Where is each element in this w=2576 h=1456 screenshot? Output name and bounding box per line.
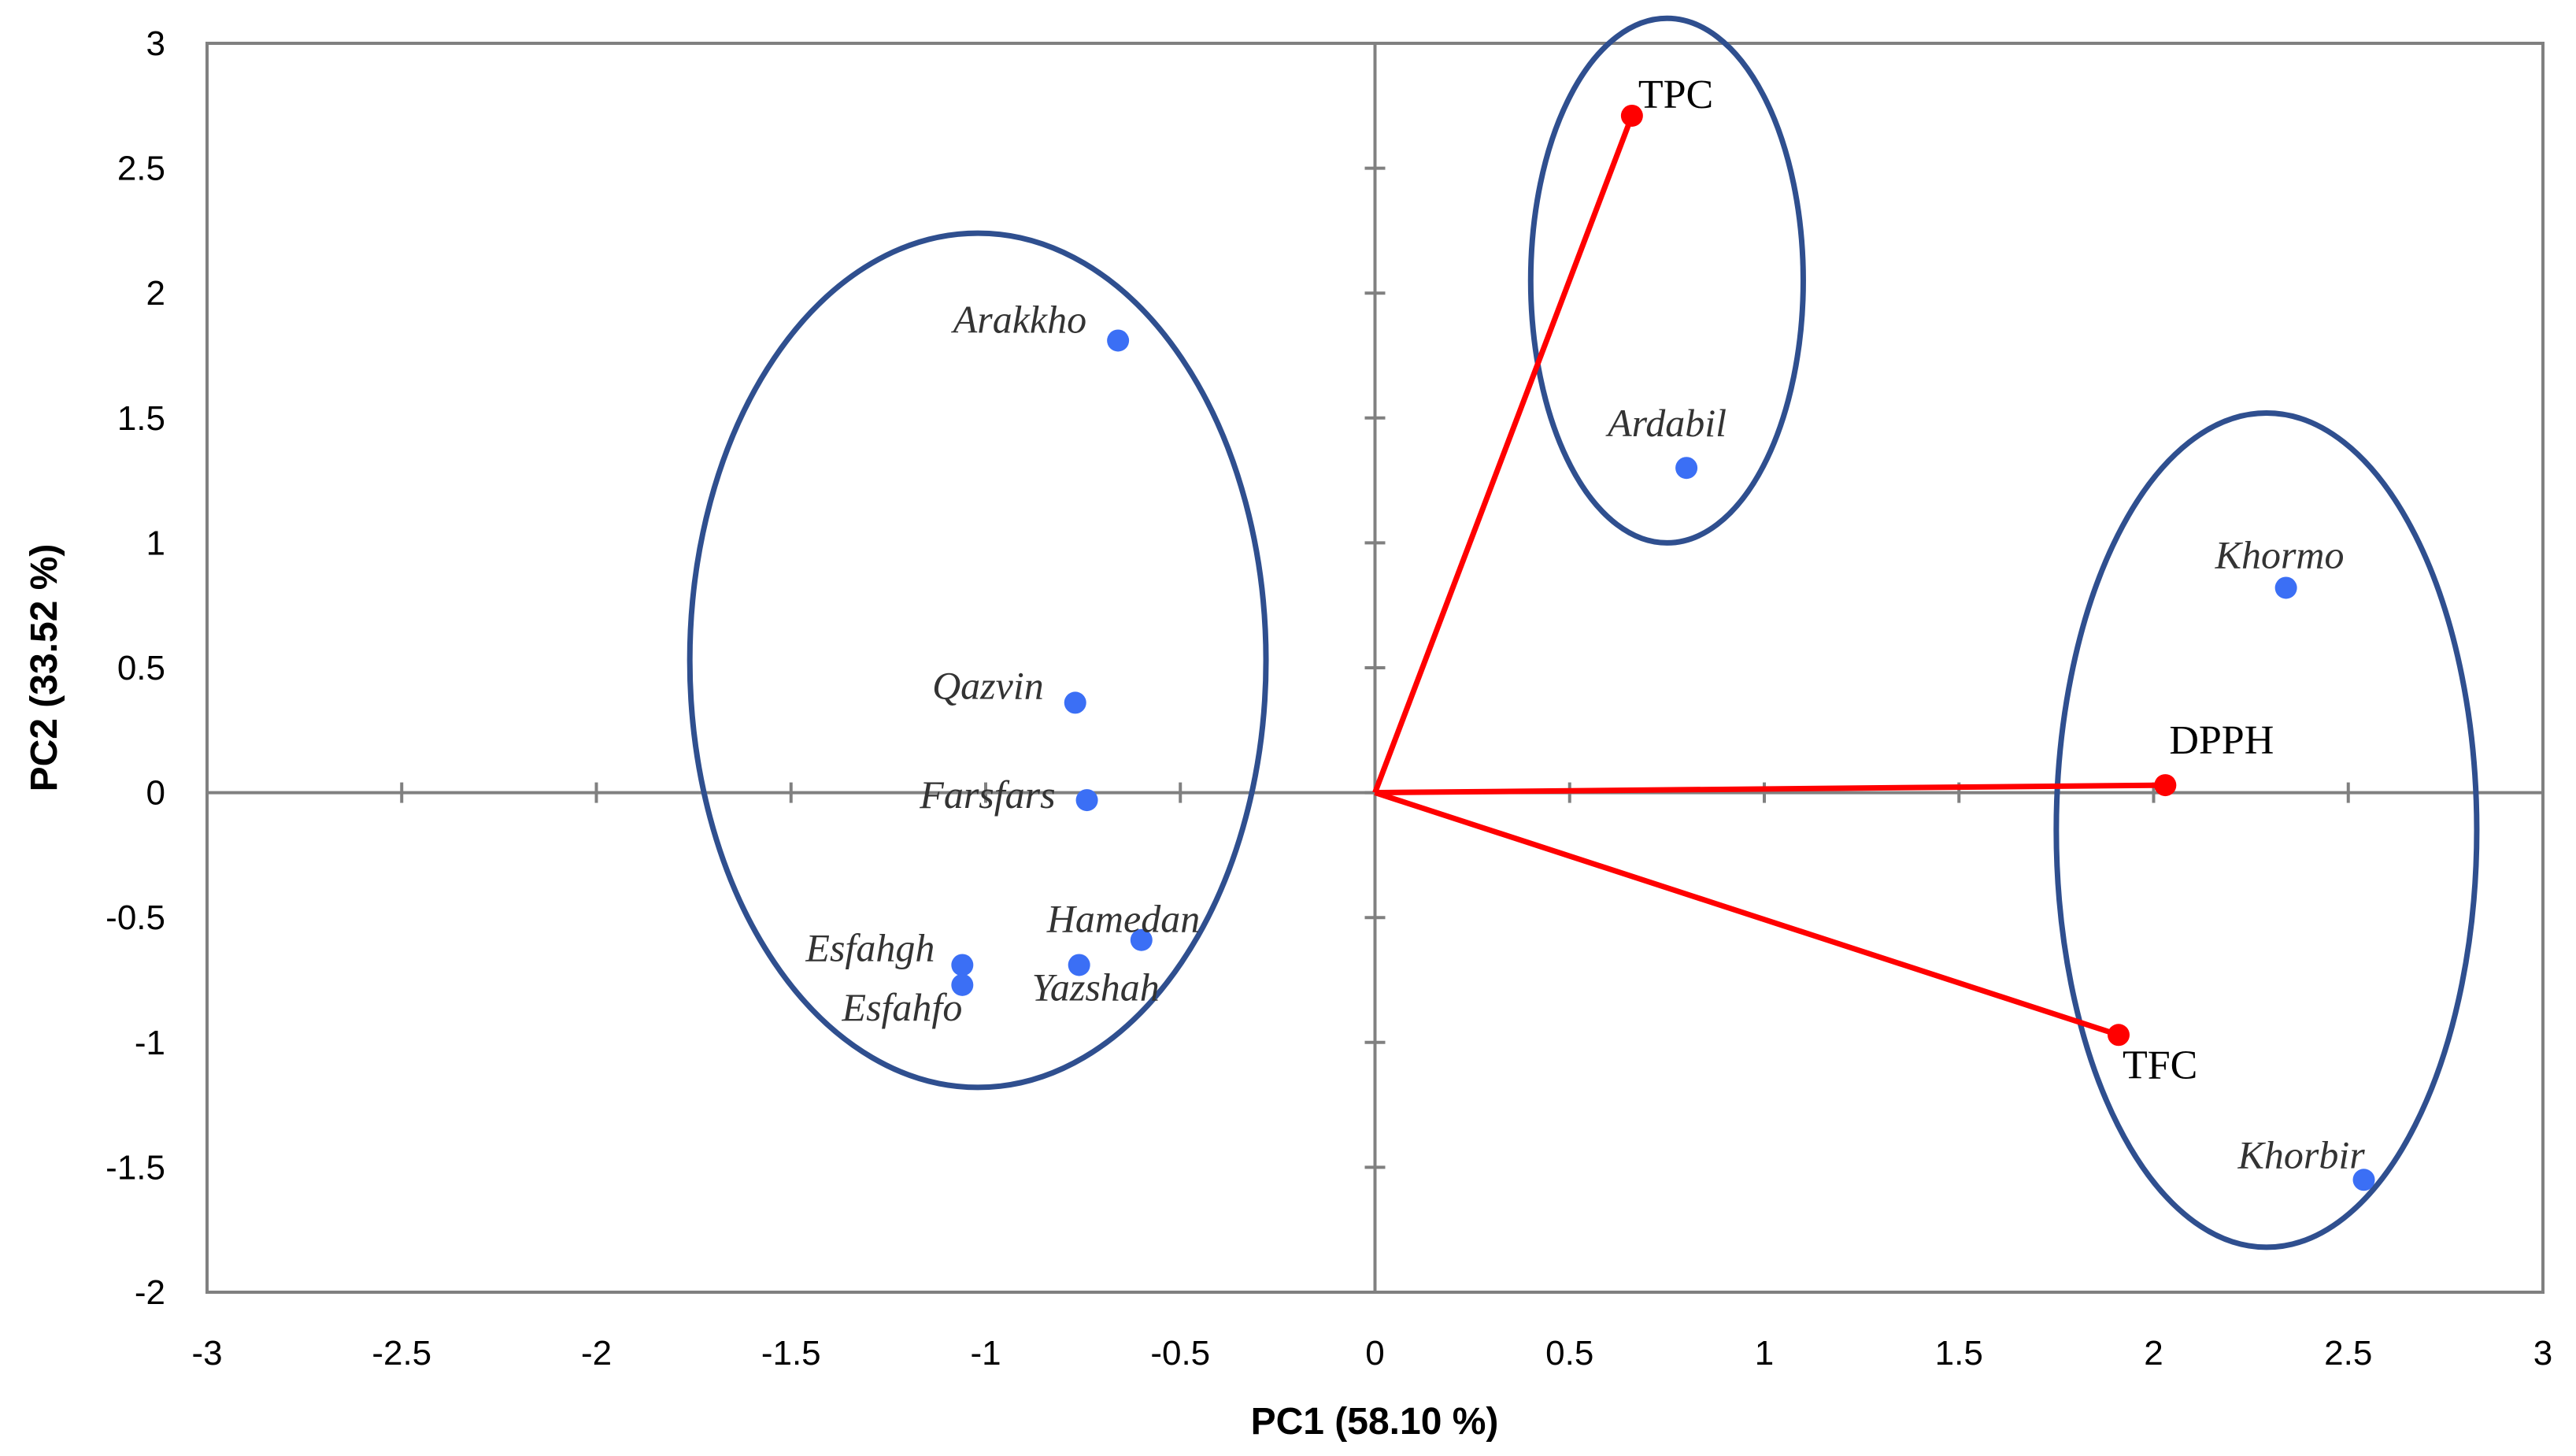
x-tick-label: 2.5 [2324, 1334, 2372, 1373]
sample-points [951, 329, 2375, 1191]
sample-label-yazshah: Yazshah [1032, 965, 1160, 1009]
vector-tfc [1374, 790, 2120, 1038]
sample-point-arakkho [1107, 329, 1130, 352]
sample-label-khorbir: Khorbir [2237, 1132, 2366, 1176]
x-tick-label: -2 [581, 1334, 612, 1373]
sample-point-khormo [2274, 576, 2297, 599]
sample-label-farsfars: Farsfars [919, 772, 1055, 817]
y-tick-label: 2.5 [117, 150, 165, 188]
y-tick-label: -0.5 [105, 898, 165, 937]
variable-label-tpc: TPC [1638, 72, 1713, 117]
sample-point-khorbir [2352, 1169, 2375, 1191]
x-tick-label: -3 [191, 1334, 222, 1373]
y-tick-label: 0 [146, 774, 165, 813]
x-tick-label: -1.5 [761, 1334, 821, 1373]
sample-label-qazvin: Qazvin [932, 663, 1044, 707]
point-labels: Arakkho Qazvin Farsfars Hamedan Yazshah Esfah… [805, 72, 2365, 1176]
variable-label-tfc: TFC [2123, 1043, 2197, 1087]
sample-point-ardabil [1675, 457, 1698, 480]
y-tick-label: 1 [146, 524, 165, 562]
sample-label-hamedan: Hamedan [1046, 897, 1200, 941]
loading-vectors [1372, 104, 2177, 1047]
group-ellipses [687, 15, 2480, 1250]
sample-point-farsfars [1075, 789, 1098, 812]
group-ellipse [687, 230, 1269, 1091]
sample-point-qazvin [1064, 691, 1086, 714]
y-tick-label: -2 [135, 1273, 165, 1312]
y-tick-label: 3 [146, 24, 165, 63]
variable-label-dpph: DPPH [2169, 718, 2274, 763]
vector-endpoint-tpc [1620, 104, 1643, 127]
y-tick-label: -1.5 [105, 1148, 165, 1187]
axes-layer: -3 -2.5 -2 -1.5 -1 -0.5 0 0.5 1 1.5 2 2.5 3 -2 -1.5 -1 -… [105, 24, 2552, 1373]
group-ellipse [2053, 409, 2480, 1250]
x-tick-label: 2 [2144, 1334, 2163, 1373]
vector-tpc [1372, 114, 1635, 794]
x-tick-label: -0.5 [1150, 1334, 1210, 1373]
x-axis-title: PC1 (58.10 %) [1251, 1401, 1499, 1443]
sample-point-yazshah [1068, 954, 1090, 976]
sample-point-esfahgh [951, 954, 974, 976]
x-tick-label: 1 [1755, 1334, 1774, 1373]
x-tick-label: -1 [970, 1334, 1001, 1373]
x-tick-label: 0 [1365, 1334, 1384, 1373]
sample-point-esfahfo [951, 973, 974, 996]
vector-endpoint-tfc [2107, 1024, 2130, 1047]
sample-label-arakkho: Arakkho [951, 297, 1086, 341]
y-tick-label: 1.5 [117, 399, 165, 438]
vector-endpoint-dpph [2154, 774, 2177, 797]
sample-point-hamedan [1130, 928, 1153, 951]
x-tick-label: 0.5 [1545, 1334, 1593, 1373]
vector-dpph [1375, 782, 2166, 796]
sample-label-ardabil: Ardabil [1605, 401, 1727, 445]
group-ellipse [1527, 15, 1806, 546]
y-tick-label: -1 [135, 1024, 165, 1062]
x-tick-label: -2.5 [372, 1334, 431, 1373]
sample-label-esfahgh: Esfahgh [805, 925, 935, 969]
x-tick-label: 1.5 [1935, 1334, 1983, 1373]
x-tick-label: 3 [2533, 1334, 2552, 1373]
y-axis-title: PC2 (33.52 %) [24, 544, 65, 792]
sample-label-khormo: Khormo [2215, 532, 2345, 576]
sample-label-esfahfo: Esfahfo [842, 985, 963, 1029]
y-tick-label: 2 [146, 274, 165, 313]
y-tick-label: 0.5 [117, 649, 165, 687]
